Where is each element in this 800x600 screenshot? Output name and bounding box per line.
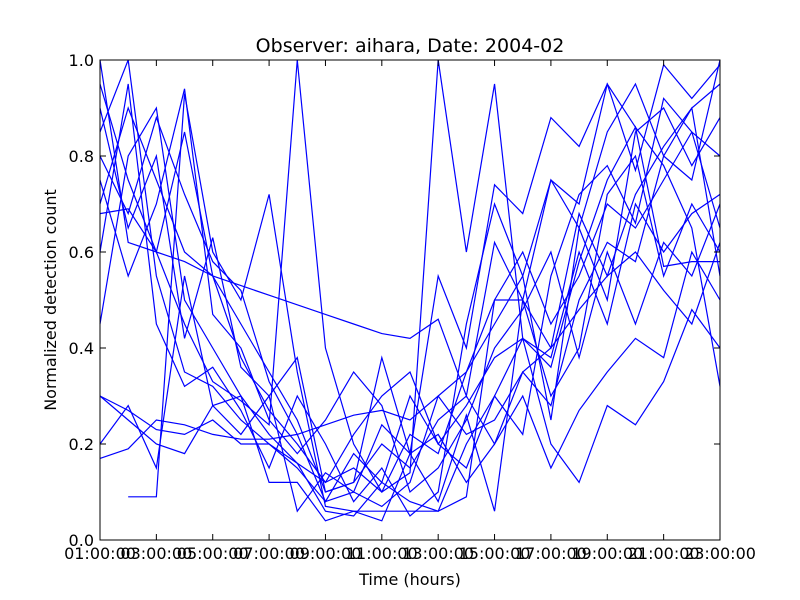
x-tick-label: 17:00:00 [515, 544, 587, 563]
plot-frame [99, 59, 721, 541]
series-line-13 [99, 59, 721, 399]
x-tick-label: 09:00:00 [290, 544, 362, 563]
y-tick-label: 0.0 [69, 531, 94, 550]
x-axis: 01:00:0003:00:0005:00:0007:00:0009:00:00… [64, 60, 756, 563]
series-layer [99, 59, 721, 522]
y-axis-label: Normalized detection count [41, 189, 60, 411]
y-tick-label: 0.4 [69, 339, 94, 358]
y-axis: 0.0 0.2 0.4 0.6 0.8 1.0 [69, 51, 720, 550]
series-line-1 [99, 59, 721, 508]
series-line-14 [99, 63, 721, 493]
y-tick-label: 1.0 [69, 51, 94, 70]
series-line-15 [99, 59, 720, 493]
x-tick-label: 01:00:00 [64, 544, 136, 563]
x-tick-label: 23:00:00 [684, 544, 756, 563]
series-line-2 [99, 106, 721, 493]
y-tick-label: 0.2 [69, 435, 94, 454]
chart-title: Observer: aihara, Date: 2004-02 [256, 35, 565, 57]
series-line-8 [99, 97, 721, 503]
series-line-3 [99, 106, 721, 517]
x-tick-label: 07:00:00 [233, 544, 305, 563]
series-line-7 [99, 88, 721, 494]
x-tick-label: 15:00:00 [459, 544, 531, 563]
series-line-10 [99, 308, 721, 484]
x-axis-label: Time (hours) [358, 570, 461, 589]
series-line-6 [99, 83, 721, 517]
x-tick-label: 03:00:00 [120, 544, 192, 563]
y-tick-label: 0.8 [69, 147, 94, 166]
x-tick-label: 13:00:00 [402, 544, 474, 563]
x-tick-label: 05:00:00 [177, 544, 249, 563]
x-tick-label: 11:00:00 [346, 544, 418, 563]
x-tick-label: 21:00:00 [628, 544, 700, 563]
series-line-11 [99, 242, 721, 459]
y-tick-label: 0.6 [69, 243, 94, 262]
x-tick-label: 19:00:00 [571, 544, 643, 563]
series-line-12 [128, 82, 721, 512]
